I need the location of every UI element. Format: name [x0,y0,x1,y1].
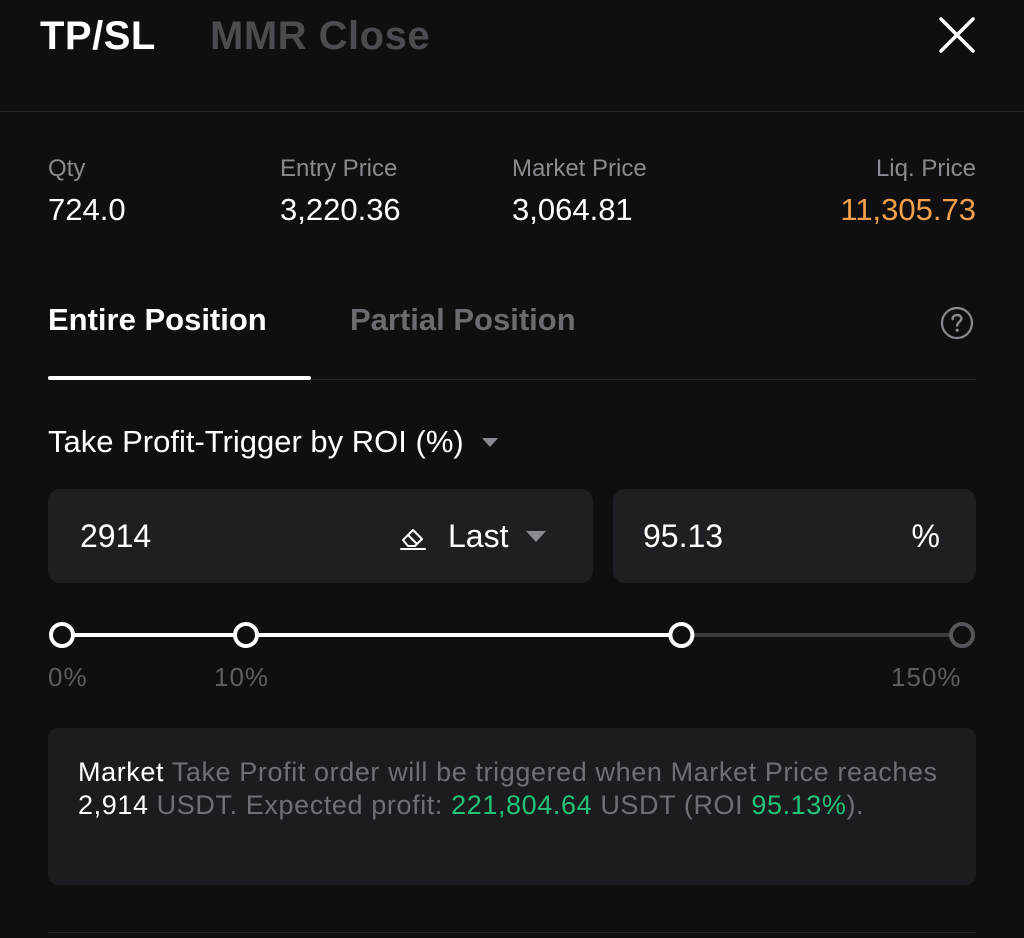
trigger-type-dropdown[interactable]: Take Profit-Trigger by ROI (%) [48,420,498,464]
slider-node-mark [233,622,259,648]
market-price-label: Market Price [512,155,647,182]
expected-profit: 221,804.64 [451,790,593,820]
active-tab-indicator [48,376,311,380]
market-price-value: 3,064.81 [512,192,633,227]
entry-price-stat: Entry Price 3,220.36 [280,154,401,230]
modal-header: TP/SL MMR Close [0,0,1024,112]
summary-text-2: USDT. Expected profit: [148,790,452,820]
qty-stat: Qty 724.0 [48,154,126,230]
chevron-down-icon [481,437,498,447]
slider-node-end [949,622,975,648]
roi-unit: % [911,518,940,554]
bottom-divider [48,932,976,933]
summary-text-3: USDT (ROI [592,790,752,820]
eraser-icon[interactable] [398,522,428,552]
tab-tpsl[interactable]: TP/SL [40,14,156,58]
tabs-divider [48,379,976,380]
entry-price-value: 3,220.36 [280,192,401,227]
order-summary: Market Take Profit order will be trigger… [48,728,976,885]
close-icon[interactable] [934,12,980,58]
tab-entire-position[interactable]: Entire Position [48,302,267,337]
summary-text-4: ). [846,790,865,820]
qty-value: 724.0 [48,192,126,227]
trigger-type-label: Take Profit-Trigger by ROI (%) [48,424,464,459]
price-type-label: Last [448,517,509,554]
slider-label-max: 150% [891,662,962,692]
slider-node-start [49,622,75,648]
summary-text-1: Take Profit order will be triggered when… [164,757,938,787]
price-type-dropdown[interactable]: Last [448,489,547,583]
order-type: Market [78,757,165,787]
tab-partial-position[interactable]: Partial Position [350,302,576,337]
trigger-price: 2,914 [78,790,149,820]
take-profit-price-input[interactable] [80,489,410,583]
expected-roi: 95.13% [751,790,847,820]
slider-label-mark: 10% [214,662,270,692]
question-circle-icon[interactable] [940,306,974,340]
roi-slider[interactable] [48,610,976,660]
slider-label-min: 0% [48,662,88,692]
roi-field: % [613,489,976,583]
liq-price-stat: Liq. Price 11,305.73 [840,154,976,230]
tab-mmr-close[interactable]: MMR Close [210,14,431,58]
take-profit-price-field: Last [48,489,593,583]
market-price-stat: Market Price 3,064.81 [512,154,647,230]
order-summary-text: Market Take Profit order will be trigger… [78,756,946,822]
entry-price-label: Entry Price [280,155,398,182]
roi-input[interactable] [643,489,893,583]
chevron-down-icon [526,530,547,542]
liq-price-label: Liq. Price [875,155,976,182]
liq-price-value: 11,305.73 [840,192,976,227]
slider-thumb [668,622,695,648]
qty-label: Qty [48,155,86,182]
